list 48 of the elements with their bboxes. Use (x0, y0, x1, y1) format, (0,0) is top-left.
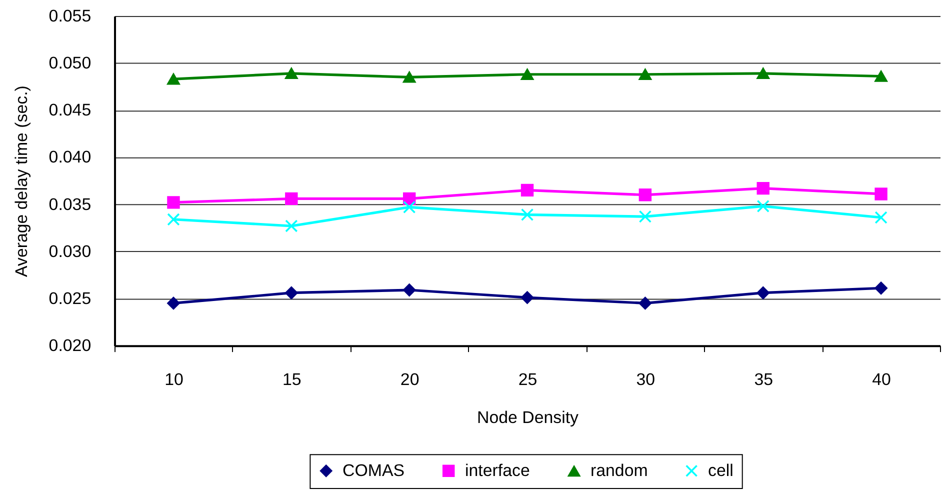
point (167, 73, 180, 85)
x-axis-title: Node Density (477, 408, 580, 427)
legend-label: COMAS (342, 460, 405, 480)
y-tick-label: 0.045 (48, 100, 92, 120)
point (285, 220, 298, 232)
x-tick-label: 40 (872, 370, 891, 389)
y-tick-label: 0.035 (48, 194, 92, 214)
point (638, 296, 652, 310)
point (520, 208, 534, 222)
legend-label: cell (708, 460, 734, 480)
point (167, 213, 180, 226)
point (167, 196, 180, 209)
point (874, 188, 888, 200)
point (638, 210, 652, 223)
point (638, 68, 652, 80)
point (874, 70, 888, 82)
y-tick-label: 0.055 (48, 6, 92, 26)
point (756, 286, 770, 300)
legend-label: random (590, 461, 648, 480)
x-tick-label: 25 (518, 370, 538, 389)
point (402, 72, 416, 83)
point (402, 284, 416, 296)
point (520, 184, 534, 197)
y-tick-label: 0.050 (48, 54, 92, 73)
y-tick-label: 0.040 (48, 148, 92, 167)
point (874, 211, 888, 224)
point (756, 182, 770, 195)
legend-label: interface (465, 460, 530, 480)
point (285, 286, 298, 300)
point (520, 291, 534, 304)
point (520, 68, 534, 80)
point (285, 192, 298, 206)
point (756, 200, 770, 213)
point (874, 282, 888, 294)
point (167, 296, 180, 310)
point (756, 68, 770, 80)
x-tick-label: 20 (400, 370, 420, 389)
point (285, 68, 298, 80)
point (638, 188, 652, 202)
y-axis-title: Average delay time (sec.) (12, 86, 31, 277)
point (402, 200, 416, 214)
x-tick-label: 35 (754, 370, 774, 389)
y-tick-label: 0.020 (48, 336, 92, 356)
x-tick-label: 15 (282, 370, 302, 389)
x-tick-label: 10 (164, 370, 184, 389)
y-tick-label: 0.030 (48, 242, 92, 261)
y-tick-label: 0.025 (48, 288, 92, 308)
x-tick-label: 30 (636, 370, 656, 389)
